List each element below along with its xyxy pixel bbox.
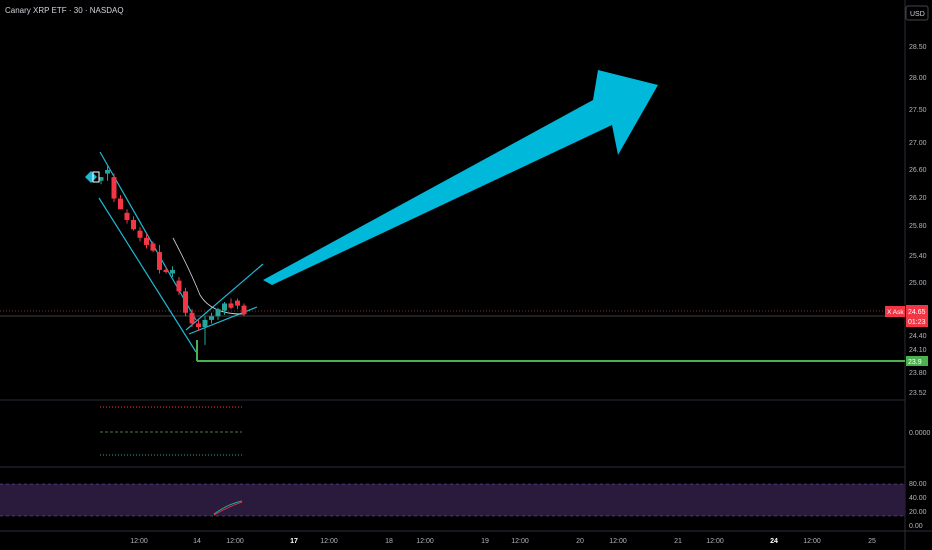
wedge-upper-line[interactable]	[185, 263, 264, 331]
ask-label-badge	[885, 306, 905, 317]
candle-body[interactable]	[222, 303, 227, 311]
time-tick-label: 12:00	[130, 538, 148, 545]
candle-body[interactable]	[228, 303, 234, 308]
candle-body[interactable]	[202, 319, 208, 328]
countdown-text: 01:23	[908, 319, 926, 326]
candle-body[interactable]	[118, 198, 123, 210]
time-tick-label: 12:00	[609, 538, 627, 545]
currency-button-label: USD	[910, 11, 925, 18]
osc-axis-label: 0.0000	[909, 430, 931, 437]
candle-body[interactable]	[196, 323, 201, 328]
time-tick-label: 12:00	[803, 538, 821, 545]
rsi-axis-label: 40.00	[909, 495, 927, 502]
price-tick-label: 24.40	[909, 333, 927, 340]
price-tick-label: 24.10	[909, 347, 927, 354]
time-tick-label: 18	[385, 538, 393, 545]
price-tick-label: 26.60	[909, 167, 927, 174]
price-tick-label: 26.20	[909, 195, 927, 202]
candle-body[interactable]	[215, 309, 221, 317]
price-tick-label: 23.80	[909, 370, 927, 377]
time-tick-label: 12:00	[320, 538, 338, 545]
candle-body[interactable]	[137, 230, 143, 238]
candle-body[interactable]	[209, 316, 214, 320]
time-tick-label: 17	[290, 538, 298, 545]
price-tick-label: 23.52	[909, 390, 927, 397]
channel-lower-line[interactable]	[98, 197, 197, 353]
rsi-signal-line	[213, 501, 243, 516]
price-tick-label: 25.40	[909, 253, 927, 260]
candle-body[interactable]	[124, 212, 130, 220]
time-tick-label: 12:00	[416, 538, 434, 545]
moving-average-line	[172, 237, 246, 315]
diamond-marker-icon[interactable]	[85, 171, 97, 183]
time-tick-label: 20	[576, 538, 584, 545]
candle-body[interactable]	[183, 291, 188, 313]
time-tick-label: 25	[868, 538, 876, 545]
time-tick-label: 14	[193, 538, 201, 545]
rsi-axis-label: 80.00	[909, 481, 927, 488]
currency-button[interactable]	[905, 5, 929, 21]
price-tick-label: 25.00	[909, 280, 927, 287]
candle-body[interactable]	[150, 243, 156, 251]
candle-body[interactable]	[163, 269, 169, 273]
candle-body[interactable]	[189, 312, 195, 324]
time-tick-label: 21	[674, 538, 682, 545]
candles-group	[98, 166, 247, 345]
price-tick-label: 25.80	[909, 223, 927, 230]
time-axis: 12:00 14 12:00 17 12:00 18 12:00 19 12:00 20 12:00…	[130, 538, 876, 545]
price-tick-label: 27.50	[909, 107, 927, 114]
price-tick-label: 27.00	[909, 140, 927, 147]
chart-title[interactable]: Canary XRP ETF · 30 · NASDAQ	[5, 6, 124, 15]
candle-body[interactable]	[170, 269, 175, 274]
rsi-axis-label: 0.00	[909, 523, 923, 530]
candle-body[interactable]	[98, 177, 104, 181]
hollow-marker-icon[interactable]	[92, 171, 100, 183]
projection-arrow-icon[interactable]	[263, 70, 658, 285]
time-tick-label: 19	[481, 538, 489, 545]
candle-body[interactable]	[144, 237, 149, 245]
time-tick-label: 12:00	[226, 538, 244, 545]
last-price-badge[interactable]	[906, 305, 928, 327]
rsi-line	[213, 500, 243, 515]
rsi-band	[0, 484, 905, 516]
support-price-text: 23.9	[908, 359, 922, 366]
price-axis: 28.50 28.00 27.50 27.00 26.60 26.20 25.80 25.40…	[909, 44, 927, 397]
candle-body[interactable]	[111, 177, 117, 199]
candle-body[interactable]	[235, 300, 240, 306]
support-price-badge[interactable]	[906, 356, 928, 366]
price-tick-label: 28.00	[909, 75, 927, 82]
candle-body[interactable]	[157, 252, 162, 270]
time-tick-label: 12:00	[511, 538, 529, 545]
time-tick-label: 12:00	[706, 538, 724, 545]
candle-body[interactable]	[176, 280, 182, 292]
last-price-text: 24.65	[908, 309, 926, 316]
candle-body[interactable]	[131, 219, 136, 230]
time-tick-label: 24	[770, 538, 778, 545]
candle-body[interactable]	[105, 169, 110, 174]
rsi-axis-label: 20.00	[909, 509, 927, 516]
candle-body[interactable]	[241, 305, 247, 315]
ask-label-text: X Ask	[887, 309, 904, 316]
price-tick-label: 28.50	[909, 44, 927, 51]
